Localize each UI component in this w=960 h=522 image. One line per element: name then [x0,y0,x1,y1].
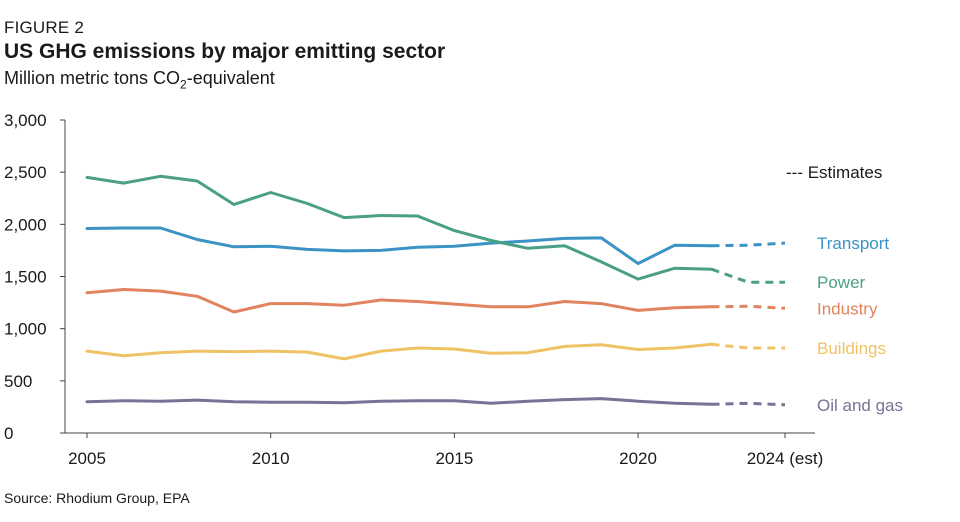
series-estimate-line-buildings [711,342,785,350]
series-label-power: Power [817,273,866,292]
x-tick-label: 2020 [619,449,657,468]
chart-subtitle: Million metric tons CO2-equivalent [4,68,275,92]
figure-label: FIGURE 2 [4,18,85,37]
series-estimate-line-power [711,267,785,284]
y-tick-label: 3,000 [4,111,47,130]
chart-title: US GHG emissions by major emitting secto… [4,40,446,63]
y-tick-label: 500 [4,372,32,391]
y-tick-label: 2,000 [4,215,47,234]
subtitle-main: Million metric tons CO [4,68,181,88]
series-line-power [85,174,713,281]
x-tick-label: 2015 [435,449,473,468]
series-label-transport: Transport [817,234,889,253]
y-tick-label: 1,000 [4,320,47,339]
series-estimate-line-oil-and-gas [711,401,786,407]
y-tick-label: 0 [4,424,13,443]
x-tick-label: 2024 (est) [747,449,824,468]
y-tick-label: 1,500 [4,268,47,287]
series-label-oil-and-gas: Oil and gas [817,396,903,415]
series-estimate-line-industry [711,304,786,310]
series-line-industry [85,288,713,314]
subtitle-rest: -equivalent [186,68,275,88]
chart-axes: 0 500 1,000 1,500 2,000 2,500 3,000 2005 2010 201… [4,111,823,468]
chart-series-labels: Transport Power Industry Buildings Oil and g… [817,234,903,415]
subtitle-subscript: 2 [180,77,187,92]
x-tick-label: 2010 [252,449,290,468]
series-line-oil-and-gas [85,397,713,406]
series-estimate-line-transport [711,241,786,248]
series-line-transport [85,226,713,265]
x-tick-label: 2005 [68,449,106,468]
legend-estimates: --- Estimates [786,163,882,182]
series-line-buildings [85,342,713,361]
series-label-buildings: Buildings [817,339,886,358]
series-label-industry: Industry [817,299,878,318]
y-tick-label: 2,500 [4,163,47,182]
chart-series [85,174,786,407]
source-note: Source: Rhodium Group, EPA [4,490,190,506]
